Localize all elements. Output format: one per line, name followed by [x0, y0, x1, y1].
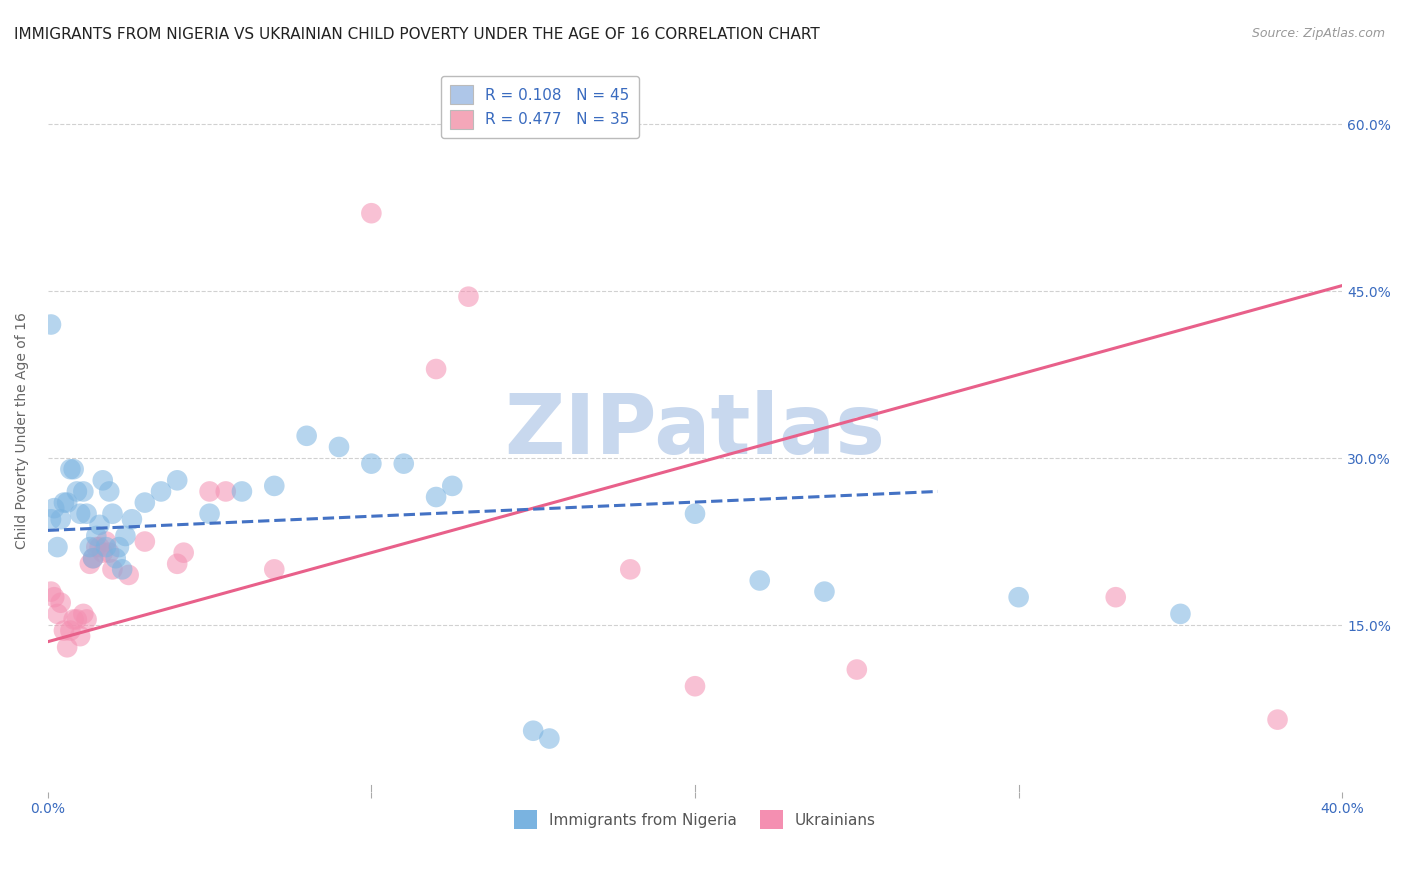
Point — [121, 512, 143, 526]
Point — [134, 495, 156, 509]
Point — [1105, 590, 1128, 604]
Point — [49, 596, 72, 610]
Point — [76, 612, 98, 626]
Point — [108, 540, 131, 554]
Point — [62, 462, 84, 476]
Legend: Immigrants from Nigeria, Ukrainians: Immigrants from Nigeria, Ukrainians — [508, 804, 882, 835]
Point — [263, 562, 285, 576]
Point — [166, 473, 188, 487]
Point — [39, 512, 62, 526]
Point — [457, 290, 479, 304]
Point — [79, 540, 101, 554]
Point — [150, 484, 173, 499]
Point — [198, 507, 221, 521]
Point — [360, 206, 382, 220]
Point — [328, 440, 350, 454]
Point — [52, 624, 75, 638]
Point — [134, 534, 156, 549]
Point — [683, 507, 706, 521]
Point — [91, 546, 114, 560]
Point — [1267, 713, 1289, 727]
Point — [72, 607, 94, 621]
Point — [166, 557, 188, 571]
Point — [76, 507, 98, 521]
Point — [101, 562, 124, 576]
Y-axis label: Child Poverty Under the Age of 16: Child Poverty Under the Age of 16 — [15, 312, 30, 549]
Point — [392, 457, 415, 471]
Point — [101, 507, 124, 521]
Point — [49, 512, 72, 526]
Point — [98, 546, 121, 560]
Point — [84, 529, 107, 543]
Point — [56, 495, 79, 509]
Point — [231, 484, 253, 499]
Point — [94, 534, 117, 549]
Point — [1007, 590, 1029, 604]
Point — [538, 731, 561, 746]
Point — [89, 517, 111, 532]
Point — [441, 479, 464, 493]
Point — [66, 484, 89, 499]
Point — [59, 462, 82, 476]
Point — [44, 590, 66, 604]
Point — [295, 429, 318, 443]
Point — [813, 584, 835, 599]
Point — [98, 484, 121, 499]
Point — [72, 484, 94, 499]
Point — [69, 507, 91, 521]
Point — [748, 574, 770, 588]
Point — [69, 629, 91, 643]
Point — [198, 484, 221, 499]
Point — [56, 640, 79, 655]
Point — [114, 529, 136, 543]
Point — [52, 495, 75, 509]
Point — [425, 362, 447, 376]
Point — [683, 679, 706, 693]
Point — [845, 663, 868, 677]
Point — [94, 540, 117, 554]
Point — [425, 490, 447, 504]
Point — [39, 318, 62, 332]
Text: IMMIGRANTS FROM NIGERIA VS UKRAINIAN CHILD POVERTY UNDER THE AGE OF 16 CORRELATI: IMMIGRANTS FROM NIGERIA VS UKRAINIAN CHI… — [14, 27, 820, 42]
Point — [619, 562, 641, 576]
Point — [360, 457, 382, 471]
Point — [215, 484, 238, 499]
Point — [46, 607, 69, 621]
Point — [46, 540, 69, 554]
Point — [82, 551, 104, 566]
Point — [104, 551, 127, 566]
Point — [173, 546, 195, 560]
Point — [263, 479, 285, 493]
Point — [522, 723, 544, 738]
Point — [59, 624, 82, 638]
Point — [39, 584, 62, 599]
Point — [66, 612, 89, 626]
Point — [84, 540, 107, 554]
Point — [79, 557, 101, 571]
Point — [44, 501, 66, 516]
Point — [91, 473, 114, 487]
Point — [1170, 607, 1192, 621]
Point — [62, 612, 84, 626]
Point — [89, 540, 111, 554]
Text: ZIPatlas: ZIPatlas — [505, 390, 886, 471]
Point — [82, 551, 104, 566]
Text: Source: ZipAtlas.com: Source: ZipAtlas.com — [1251, 27, 1385, 40]
Point — [118, 568, 141, 582]
Point — [111, 562, 134, 576]
